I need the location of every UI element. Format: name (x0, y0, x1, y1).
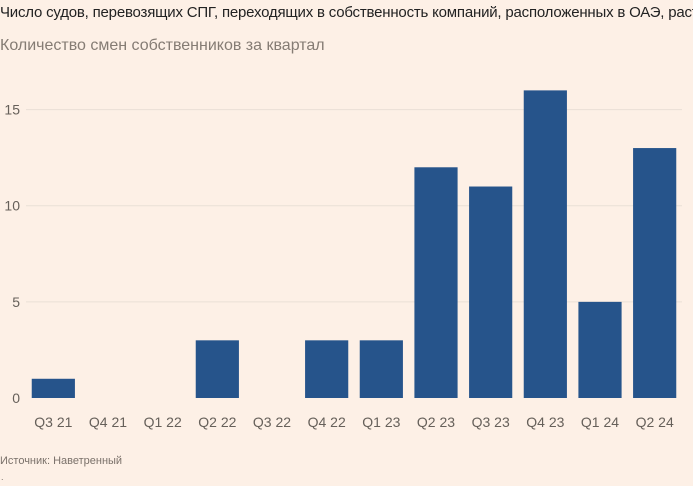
source-note: Источник: Наветренный (0, 455, 123, 467)
y-tick-label: 5 (12, 294, 20, 310)
bar (195, 340, 239, 398)
footer-dot: . (1, 472, 4, 482)
bar (359, 340, 403, 398)
x-tick-label: Q3 21 (34, 414, 72, 430)
x-tick-label: Q4 23 (526, 414, 564, 430)
x-tick-label: Q2 22 (198, 414, 236, 430)
x-tick-label: Q1 24 (581, 414, 619, 430)
bar (523, 90, 567, 398)
bar (578, 301, 622, 398)
bar (305, 340, 349, 398)
x-tick-label: Q2 23 (417, 414, 455, 430)
x-tick-label: Q1 23 (362, 414, 400, 430)
y-tick-label: 0 (12, 390, 20, 406)
x-tick-label: Q2 24 (636, 414, 674, 430)
x-tick-label: Q4 22 (308, 414, 346, 430)
y-tick-label: 10 (4, 198, 20, 214)
bar (469, 186, 513, 398)
y-tick-label: 15 (4, 102, 20, 118)
chart-subtitle: Количество смен собственников за квартал (0, 37, 325, 54)
x-tick-label: Q1 22 (144, 414, 182, 430)
x-tick-label: Q3 22 (253, 414, 291, 430)
bar-chart: 0 5 10 15 Q3 21 Q4 21 Q1 22 Q2 22 Q3 22 Q4 22 Q1 2… (4, 90, 682, 430)
bar (414, 167, 458, 398)
x-tick-label: Q4 21 (89, 414, 127, 430)
bar (31, 378, 75, 398)
bar (633, 148, 677, 398)
chart-title: Число судов, перевозящих СПГ, переходящи… (0, 4, 693, 21)
x-tick-label: Q3 23 (472, 414, 510, 430)
